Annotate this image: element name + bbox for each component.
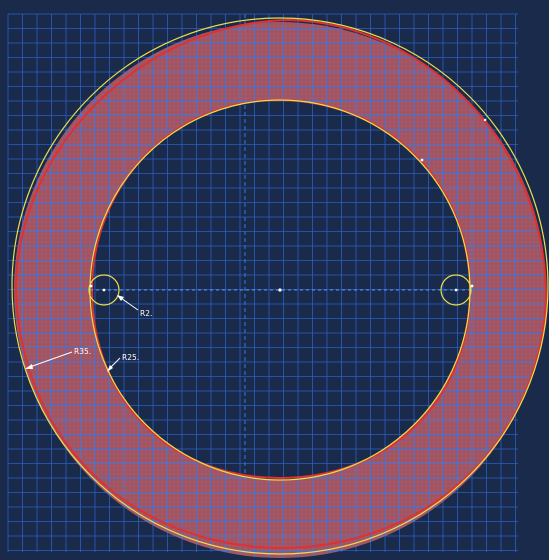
center-point[interactable] bbox=[278, 288, 282, 292]
outer-circle[interactable] bbox=[11, 17, 549, 555]
dimension-inner-radius[interactable]: R25. bbox=[107, 353, 139, 372]
outer-arc-point[interactable] bbox=[483, 118, 487, 122]
right-vertex-point[interactable] bbox=[470, 284, 474, 288]
small-circle-right-center[interactable] bbox=[454, 288, 458, 292]
small-circle-left-center[interactable] bbox=[102, 288, 106, 292]
inner-radius-label: R25. bbox=[122, 353, 139, 362]
dimension-small-radius[interactable]: R2. bbox=[117, 295, 152, 318]
outer-radius-label: R35. bbox=[74, 347, 91, 356]
small-radius-label: R2. bbox=[140, 309, 152, 318]
small-circle-left[interactable] bbox=[88, 274, 120, 306]
region-outer-edge bbox=[14, 18, 548, 550]
region-inner-edge bbox=[90, 98, 472, 480]
dimension-outer-radius[interactable]: R35. bbox=[25, 347, 91, 369]
inner-arc-point[interactable] bbox=[420, 158, 424, 162]
left-vertex-point[interactable] bbox=[89, 284, 93, 288]
